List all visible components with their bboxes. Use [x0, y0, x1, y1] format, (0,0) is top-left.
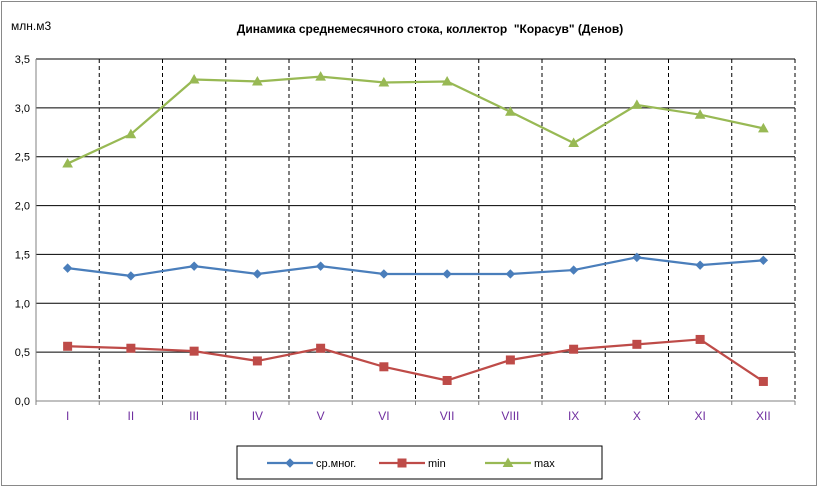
data-point	[568, 265, 579, 275]
x-tick-label: X	[633, 409, 641, 423]
y-tick-label: 3,5	[15, 54, 30, 66]
data-point	[379, 269, 389, 279]
data-point	[632, 252, 642, 263]
chart-title: Динамика среднемесячного стока, коллекто…	[237, 22, 623, 36]
data-point	[378, 76, 390, 87]
x-tick-label: VII	[440, 409, 455, 423]
data-point	[62, 158, 73, 168]
data-point	[441, 75, 453, 86]
y-tick-label: 0,0	[15, 396, 30, 408]
data-point	[379, 362, 389, 372]
plot-area: 0,00,51,01,52,02,53,03,5I II III IV V VI VII VI…	[15, 54, 796, 423]
legend-label: ср.мног.	[316, 458, 356, 470]
legend-label: max	[534, 458, 555, 470]
series-square	[63, 334, 768, 386]
legend-label: min	[428, 458, 446, 470]
x-tick-label: IX	[568, 409, 579, 423]
y-tick-label: 1,5	[15, 249, 30, 261]
data-point	[569, 344, 579, 354]
series-diamond	[62, 252, 769, 281]
data-point	[126, 343, 136, 353]
x-tick-label: II	[128, 409, 135, 423]
series-triangle	[62, 71, 769, 168]
data-point	[632, 339, 642, 349]
data-point	[695, 334, 705, 344]
data-point	[62, 263, 73, 273]
data-point	[63, 341, 73, 351]
data-point	[315, 71, 326, 81]
data-point	[758, 122, 769, 133]
legend: ср.мног. min max	[236, 445, 603, 480]
data-point	[695, 260, 705, 270]
data-point	[188, 74, 200, 84]
data-point	[126, 271, 136, 281]
data-point	[442, 269, 452, 279]
data-point	[568, 137, 579, 148]
data-point	[758, 376, 768, 386]
data-point	[252, 269, 263, 279]
series-line	[67, 256, 764, 278]
data-point	[758, 255, 769, 265]
data-point	[315, 261, 326, 271]
data-point	[252, 75, 263, 86]
y-tick-label: 2,0	[15, 201, 30, 213]
x-tick-label: VI	[378, 409, 389, 423]
data-point	[442, 375, 452, 385]
legend-marker	[502, 457, 514, 467]
data-point	[631, 99, 643, 109]
series-line	[67, 338, 764, 383]
data-point	[694, 109, 706, 119]
x-tick-label: V	[317, 409, 325, 423]
legend-marker	[397, 458, 407, 468]
y-tick-label: 3,0	[15, 103, 30, 115]
data-point	[505, 106, 516, 116]
x-tick-label: VIII	[501, 409, 519, 423]
y-axis-label: млн.м3	[11, 19, 51, 33]
legend-marker	[285, 458, 295, 468]
data-point	[316, 343, 326, 353]
data-point	[505, 355, 515, 365]
data-point	[189, 346, 199, 356]
data-point	[252, 356, 262, 366]
data-point	[505, 269, 516, 279]
y-tick-label: 1,0	[15, 298, 30, 310]
x-tick-label: I	[66, 409, 69, 423]
data-point	[125, 128, 137, 139]
y-tick-label: 2,5	[15, 152, 30, 164]
x-tick-label: IV	[252, 409, 263, 423]
series-line	[67, 75, 764, 165]
data-point	[189, 261, 199, 271]
x-tick-label: XII	[756, 409, 771, 423]
x-tick-label: XI	[694, 409, 705, 423]
x-tick-label: III	[189, 409, 199, 423]
y-tick-label: 0,5	[15, 347, 30, 359]
